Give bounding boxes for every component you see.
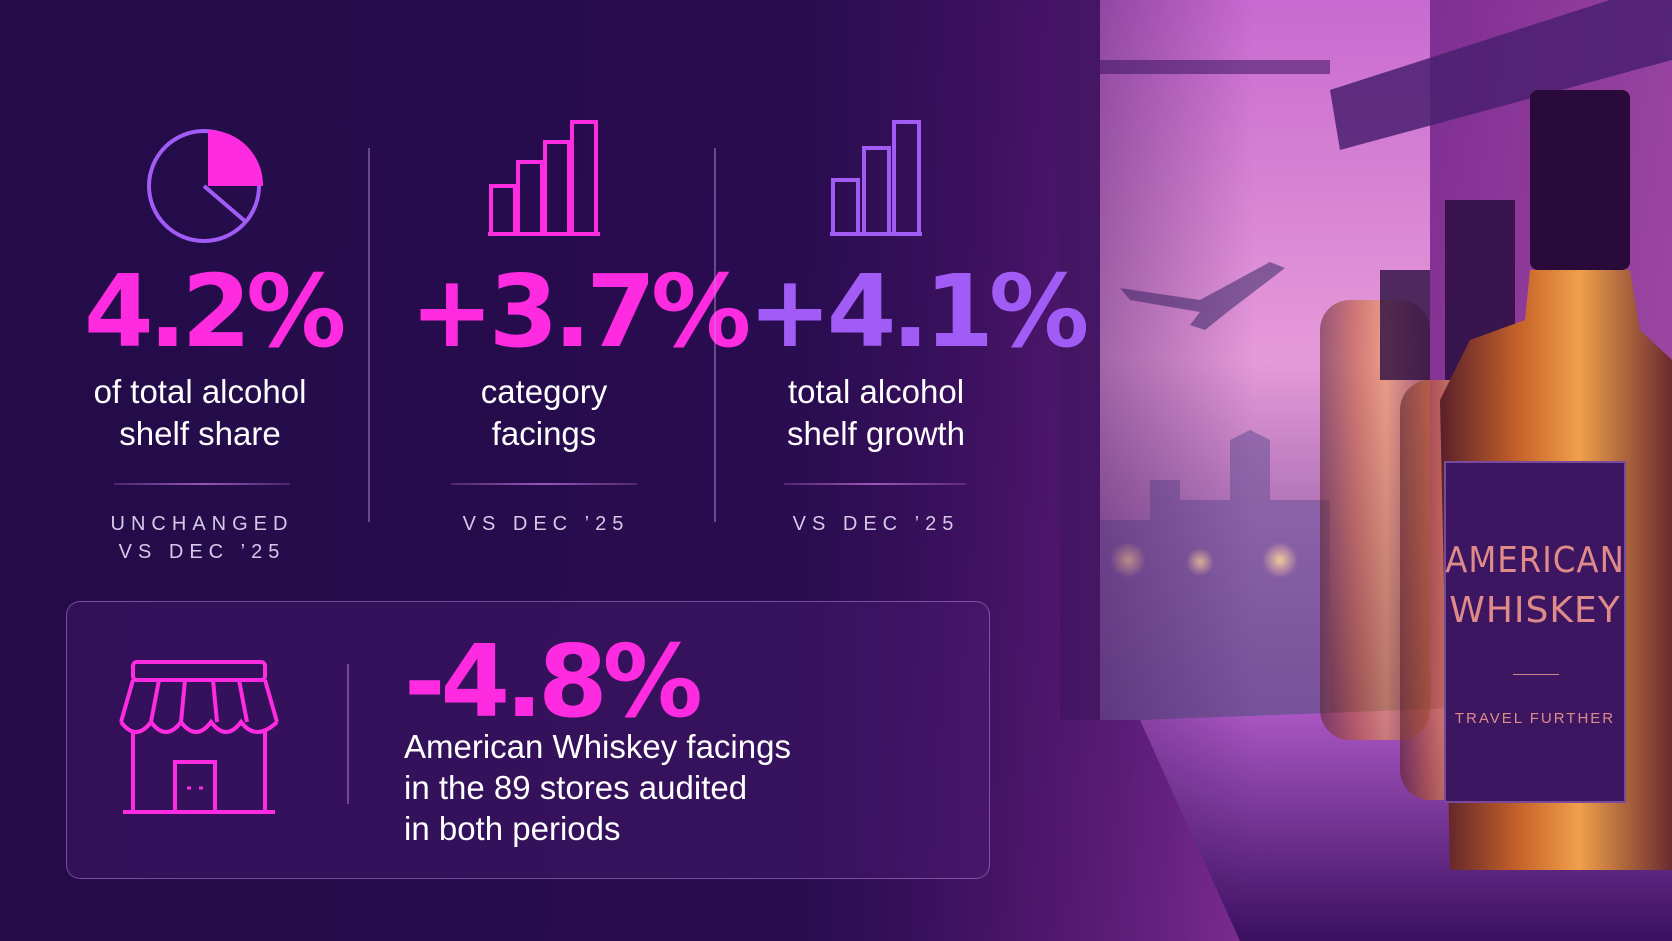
panel-description: American Whiskey facings in the 89 store… bbox=[404, 726, 791, 849]
bar-chart-icon bbox=[830, 120, 922, 236]
storefront-icon bbox=[119, 660, 279, 814]
stat-value: 4.2% bbox=[84, 253, 346, 370]
pie-chart-icon bbox=[147, 129, 264, 243]
stat-value: +3.7% bbox=[410, 253, 751, 370]
column-divider bbox=[368, 148, 370, 522]
column-divider bbox=[714, 148, 716, 522]
stat-description-line2: shelf share bbox=[119, 415, 281, 452]
panel-description-line3: in both periods bbox=[404, 810, 621, 847]
stat-description-line1: total alcohol bbox=[787, 373, 965, 410]
bottle-label-tagline: TRAVEL FURTHER bbox=[1454, 710, 1616, 727]
stat-divider bbox=[114, 483, 290, 485]
stat-divider bbox=[451, 483, 637, 485]
bottle-label-line2: WHISKEY bbox=[1449, 590, 1621, 631]
bar-chart-icon bbox=[488, 120, 600, 236]
panel-description-line1: American Whiskey facings bbox=[404, 728, 791, 765]
stat-description-line2: shelf growth bbox=[787, 415, 965, 452]
stat-description-line1: category bbox=[480, 373, 608, 410]
highlight-panel bbox=[66, 601, 990, 879]
bottle-label-line1: AMERICAN bbox=[1445, 540, 1625, 581]
stat-note-line1: VS DEC ’25 bbox=[462, 513, 630, 535]
stat-note-line1: VS DEC ’25 bbox=[792, 513, 960, 535]
bottle-label: AMERICAN WHISKEY TRAVEL FURTHER bbox=[1445, 462, 1625, 802]
panel-value: -4.8% bbox=[404, 623, 703, 740]
stat-note-line1: UNCHANGED bbox=[110, 513, 294, 535]
stat-description-line2: facings bbox=[491, 415, 597, 452]
stat-value: +4.1% bbox=[748, 253, 1089, 370]
stat-note-line2: VS DEC ’25 bbox=[118, 541, 286, 563]
panel-description-line2: in the 89 stores audited bbox=[404, 769, 748, 806]
stat-description-line1: of total alcohol bbox=[93, 373, 307, 410]
bottle-label-divider bbox=[1513, 674, 1559, 675]
stat-divider bbox=[784, 483, 966, 485]
panel-divider bbox=[347, 664, 349, 804]
